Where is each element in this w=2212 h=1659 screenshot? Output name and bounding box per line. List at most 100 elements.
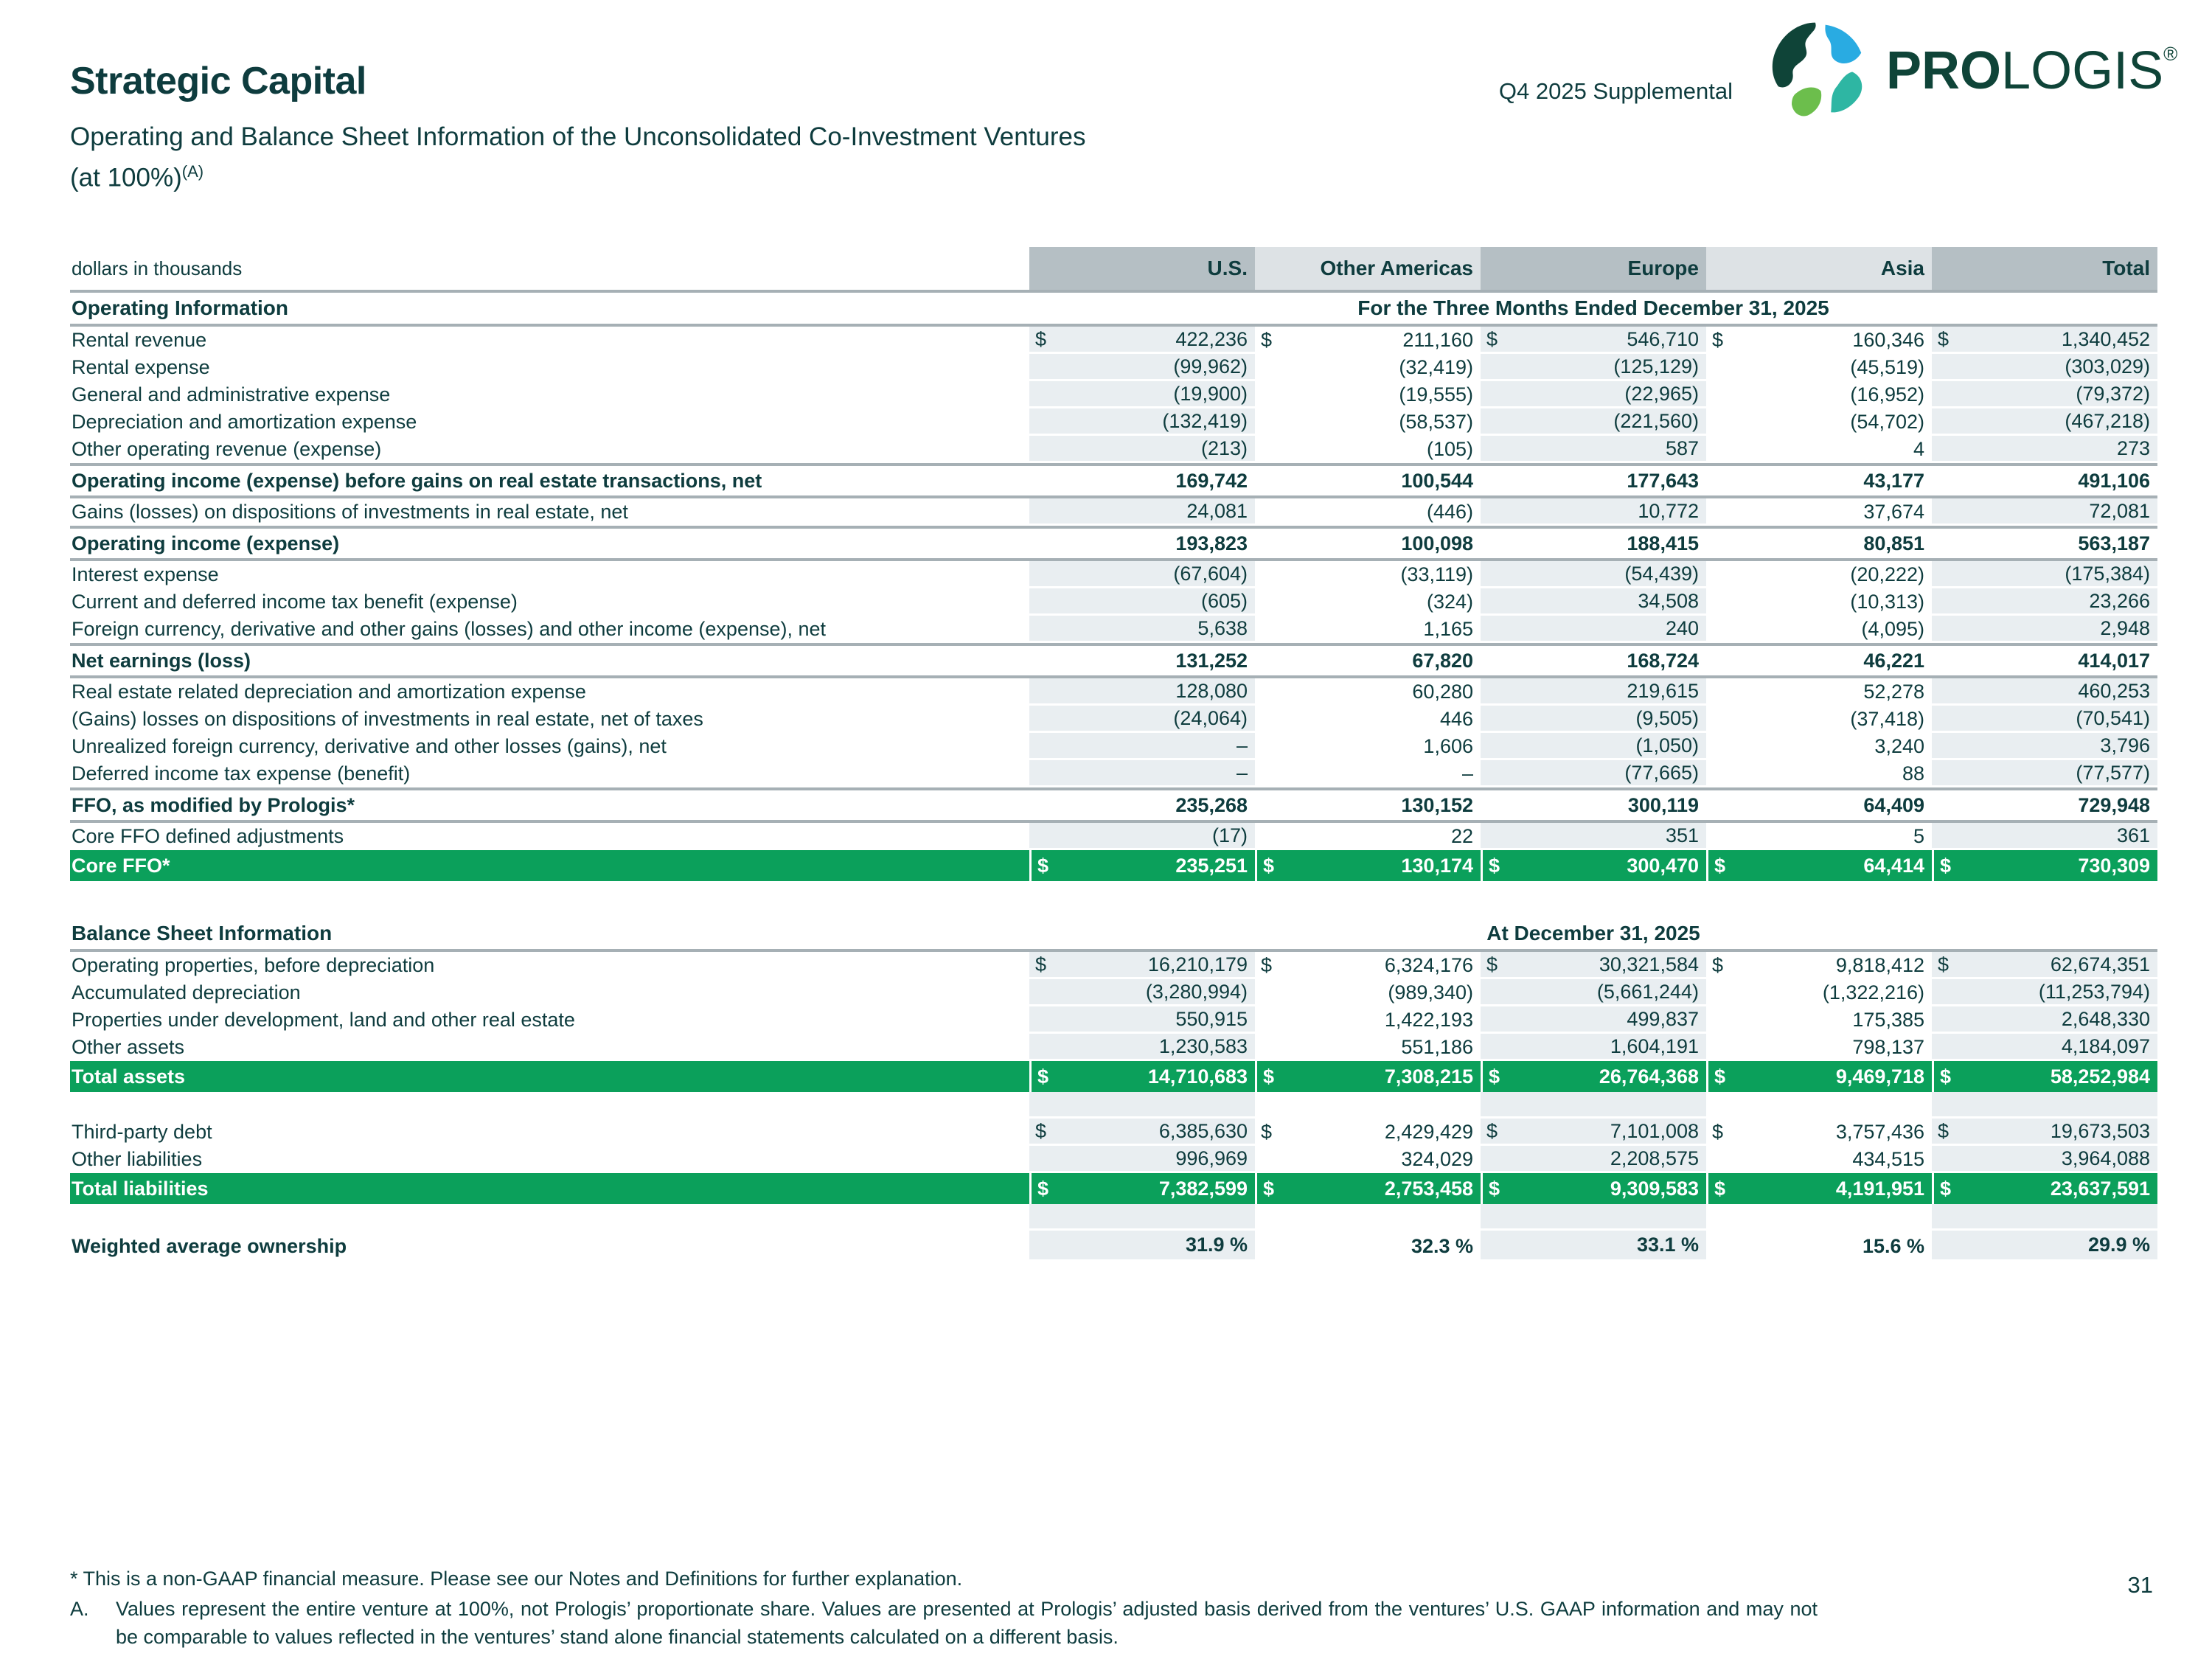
row-label: Unrealized foreign currency, derivative …: [72, 735, 667, 757]
cell-value: (67,604): [1173, 562, 1248, 585]
row-label: FFO, as modified by Prologis*: [72, 793, 355, 816]
cell-other-americas: 100,544: [1255, 466, 1481, 495]
cell-value: 324,029: [1401, 1148, 1473, 1170]
cell-total: (303,029): [1932, 354, 2157, 381]
section-title: Operating Information: [72, 296, 288, 319]
cell-value: 1,606: [1423, 735, 1473, 757]
registered-mark: ®: [2163, 43, 2178, 65]
table-row: Depreciation and amortization expense (13…: [70, 408, 2157, 436]
table-row: Properties under development, land and o…: [70, 1006, 2157, 1034]
cell-value: 3,964,088: [2061, 1147, 2150, 1169]
cell-us: (67,604): [1029, 561, 1255, 588]
section-rule: [70, 495, 2157, 498]
cell-value: 235,251: [1175, 854, 1248, 877]
cell-other-americas: $211,160: [1255, 327, 1481, 354]
row-label: Weighted average ownership: [72, 1234, 347, 1257]
cell-other-americas: 60,280: [1255, 678, 1481, 706]
cell-value: 131,252: [1175, 649, 1248, 672]
cell-other-americas: 324,029: [1255, 1146, 1481, 1173]
cell-total: (11,253,794): [1932, 979, 2157, 1006]
prologis-wordmark: PROLOGIS®: [1886, 41, 2177, 101]
cell-us: (213): [1029, 436, 1255, 463]
cell-value: 798,137: [1852, 1036, 1924, 1058]
cell-other-americas: (446): [1255, 498, 1481, 526]
cell-value: 52,278: [1863, 681, 1924, 703]
cell-other-americas: (324): [1255, 588, 1481, 616]
cell-value: 587: [1665, 437, 1699, 459]
cell-europe: 10,772: [1481, 498, 1706, 526]
column-header-europe: Europe: [1481, 247, 1706, 290]
cell-value: (221,560): [1613, 409, 1699, 432]
table-row: Current and deferred income tax benefit …: [70, 588, 2157, 616]
cell-value: 2,648,330: [2061, 1007, 2150, 1030]
document-header: Strategic Capital Operating and Balance …: [70, 59, 1086, 195]
cell-value: 434,515: [1852, 1148, 1924, 1170]
cell-value: 730,309: [2078, 854, 2150, 877]
cell-europe: $546,710: [1481, 327, 1706, 354]
cell-value: 33.1 %: [1636, 1234, 1699, 1256]
cell-us: 169,742: [1029, 466, 1255, 495]
cell-asia: (20,222): [1706, 561, 1932, 588]
cell-value: 32.3 %: [1411, 1234, 1473, 1257]
cell-value: 10,772: [1638, 499, 1699, 522]
cell-value: 88: [1902, 762, 1924, 785]
cell-us: $16,210,179: [1029, 952, 1255, 979]
table-row: Net earnings (loss) 131,252 67,820 168,724 4…: [70, 646, 2157, 675]
cell-other-americas: 446: [1255, 706, 1481, 733]
dollar-sign: $: [1938, 1119, 1950, 1142]
cell-value: 3,240: [1874, 735, 1924, 757]
cell-value: 300,119: [1627, 793, 1699, 816]
cell-us: 24,081: [1029, 498, 1255, 526]
cell-value: 1,165: [1423, 618, 1473, 640]
cell-other-americas: 130,152: [1255, 790, 1481, 820]
cell-us: 5,638: [1029, 616, 1255, 643]
wordmark-logis: LOGIS: [2001, 41, 2164, 100]
dollar-sign: $: [1261, 954, 1273, 976]
cell-asia: (10,313): [1706, 588, 1932, 616]
cell-value: (45,519): [1850, 356, 1924, 378]
cell-total: 563,187: [1932, 529, 2157, 558]
cell-value: 3,757,436: [1835, 1121, 1924, 1143]
cell-value: 37,674: [1863, 501, 1924, 523]
cell-value: (1,050): [1635, 734, 1699, 757]
cell-value: (4,095): [1861, 618, 1924, 640]
cell-asia: 64,409: [1706, 790, 1932, 820]
table-row: Weighted average ownership 31.9 % 32.3 % 33…: [70, 1231, 2157, 1262]
section-rule: [70, 820, 2157, 823]
section-rule: [70, 787, 2157, 790]
cell-value: (17): [1211, 824, 1248, 846]
dollar-sign: $: [1712, 1121, 1724, 1143]
table-row: (Gains) losses on dispositions of invest…: [70, 706, 2157, 733]
cell-total: 29.9 %: [1932, 1231, 2157, 1262]
cell-asia: (54,702): [1706, 408, 1932, 436]
cell-europe: 34,508: [1481, 588, 1706, 616]
section-period: At December 31, 2025: [1486, 922, 1700, 945]
table-row: Real estate related depreciation and amo…: [70, 678, 2157, 706]
cell-value: 64,409: [1863, 793, 1924, 816]
table-row: Other operating revenue (expense) (213) (1…: [70, 436, 2157, 463]
cell-total: 414,017: [1932, 646, 2157, 675]
row-label: [70, 1092, 1029, 1119]
cell-value: 169,742: [1175, 469, 1248, 492]
prologis-logo: PROLOGIS®: [1764, 15, 2177, 127]
cell-value: 351: [1665, 824, 1699, 846]
column-header-asia: Asia: [1706, 247, 1932, 290]
cell-other-americas: 67,820: [1255, 646, 1481, 675]
cell-value: 6,324,176: [1384, 954, 1473, 976]
section-rule: [70, 949, 2157, 952]
cell-total: 491,106: [1932, 466, 2157, 495]
footnote-a: A. Values represent the entire venture a…: [70, 1595, 1818, 1651]
dollar-sign: $: [1938, 327, 1950, 350]
dollar-sign: $: [1489, 1177, 1500, 1200]
cell-value: (32,419): [1399, 356, 1473, 378]
cell-value: 446: [1439, 708, 1473, 730]
cell-other-americas: 1,165: [1255, 616, 1481, 643]
cell-asia: 434,515: [1706, 1146, 1932, 1173]
dollar-sign: $: [1035, 953, 1047, 975]
cell-value: (989,340): [1388, 981, 1473, 1004]
cell-us: (132,419): [1029, 408, 1255, 436]
cell-value: 128,080: [1175, 679, 1248, 702]
cell-value: (54,439): [1624, 562, 1699, 585]
table-header-row: dollars in thousands U.S. Other Americas…: [70, 247, 2157, 290]
cell-total: (467,218): [1932, 408, 2157, 436]
